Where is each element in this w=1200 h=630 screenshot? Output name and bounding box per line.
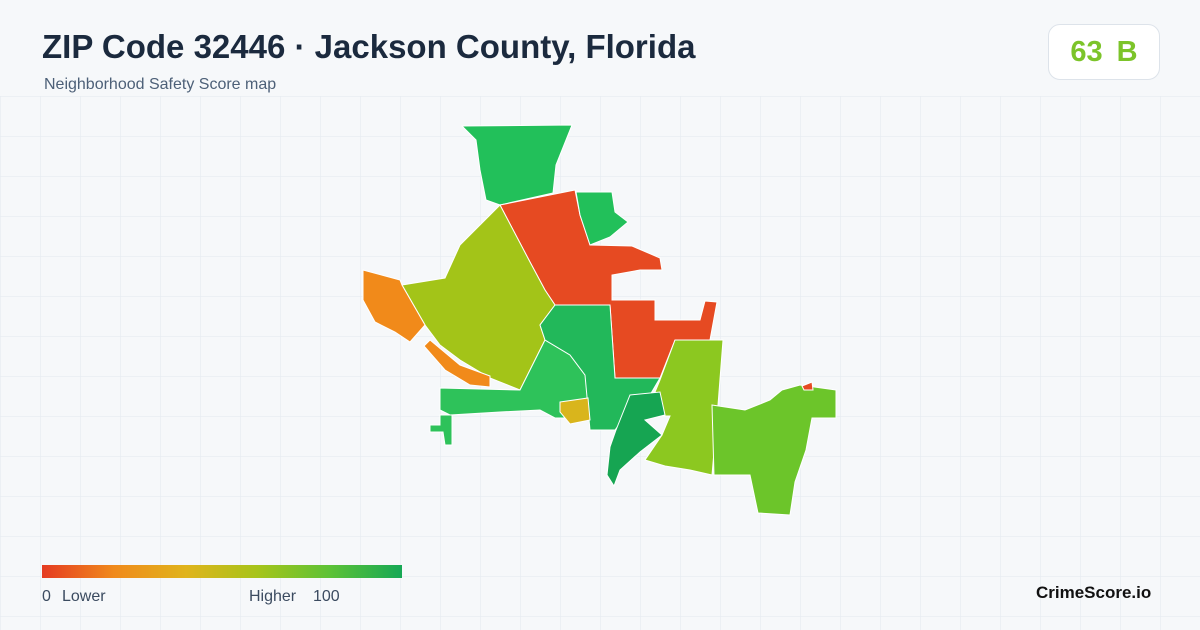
map-regions xyxy=(362,124,837,516)
brand: CrimeScore.io xyxy=(1036,583,1152,602)
region xyxy=(575,191,629,246)
legend-max-label: Higher xyxy=(249,588,297,605)
legend-max: 100 xyxy=(313,588,340,605)
score-grade: B xyxy=(1116,35,1138,68)
subtitle: Neighborhood Safety Score map xyxy=(44,76,277,93)
region xyxy=(423,339,491,388)
region xyxy=(801,381,814,391)
region xyxy=(362,269,426,343)
region xyxy=(429,414,453,446)
legend-gradient xyxy=(42,565,402,578)
region xyxy=(559,397,591,425)
score-value: 63 xyxy=(1070,35,1103,68)
region xyxy=(711,384,837,516)
legend-min: 0 xyxy=(42,588,51,605)
score-badge: 63 B xyxy=(1048,24,1160,80)
region xyxy=(606,391,666,488)
legend-min-label: Lower xyxy=(62,588,106,605)
title: ZIP Code 32446 · Jackson County, Florida xyxy=(42,28,696,65)
region xyxy=(401,204,556,391)
